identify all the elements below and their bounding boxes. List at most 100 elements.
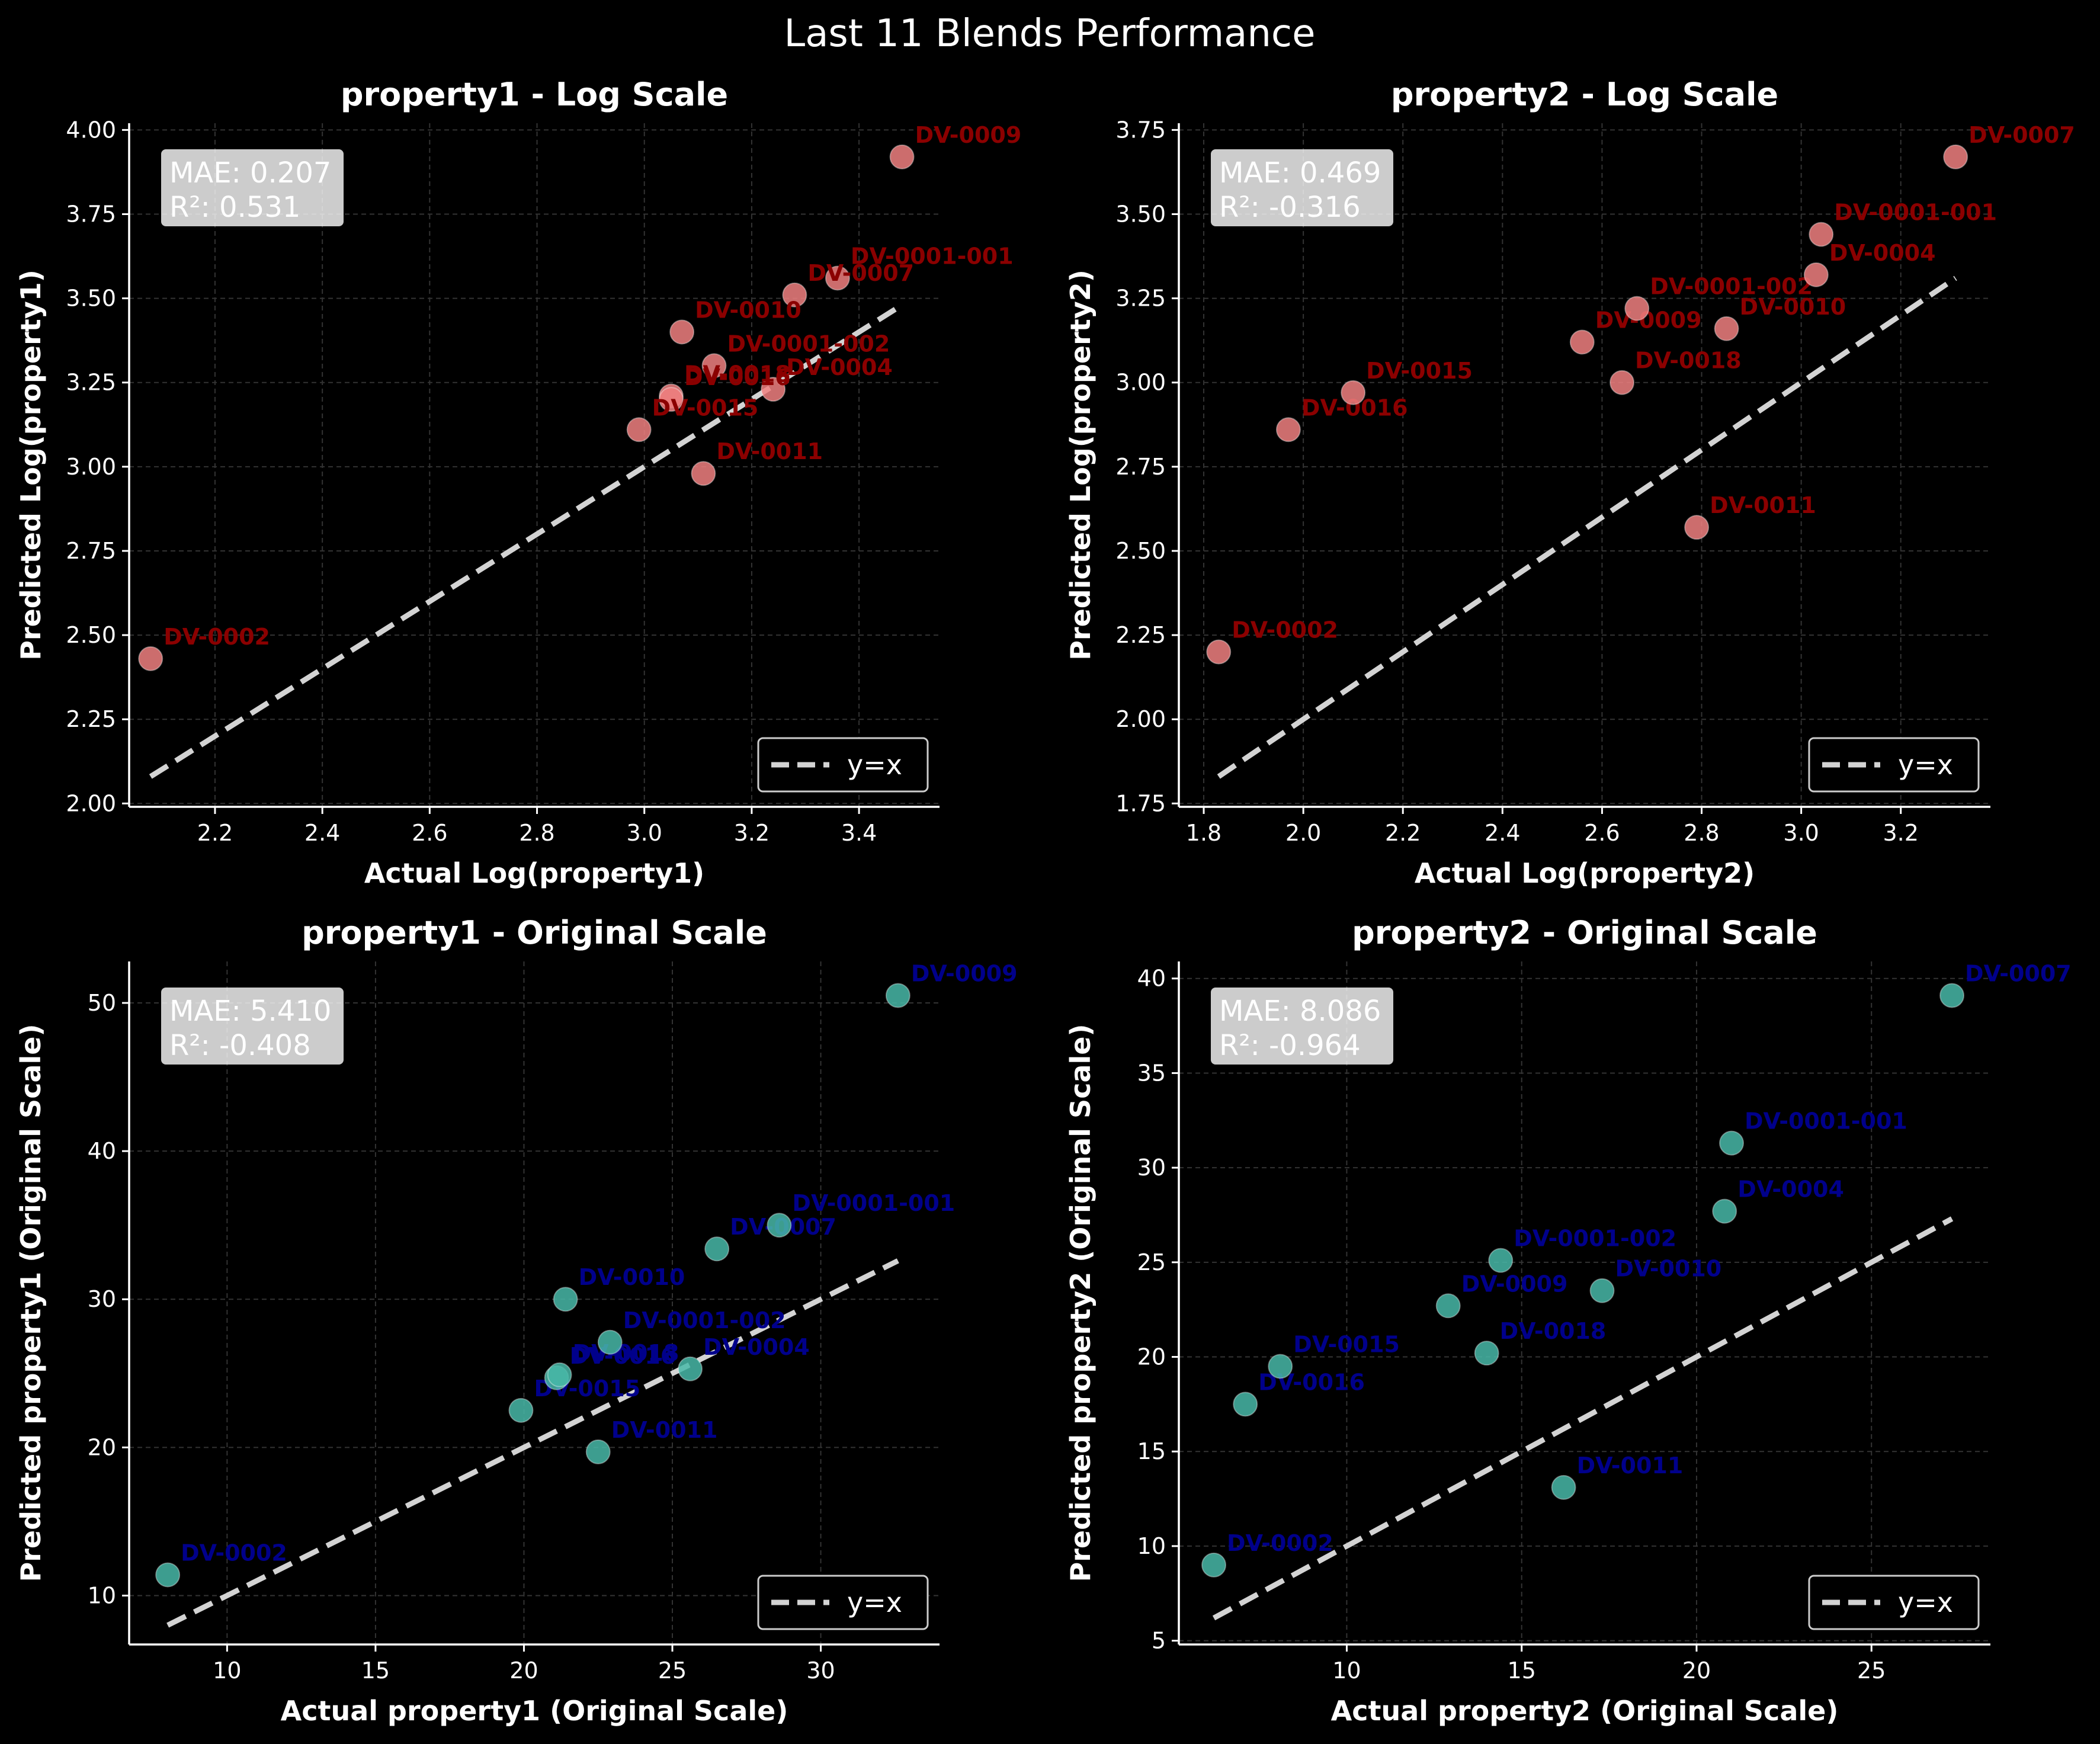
legend-box — [757, 737, 929, 793]
y-tick-label: 30 — [1137, 1155, 1166, 1181]
y-tick-label: 2.50 — [66, 622, 116, 648]
data-point — [767, 1213, 792, 1238]
x-tick-label: 2.0 — [1285, 820, 1321, 846]
x-tick-label: 10 — [1332, 1658, 1361, 1684]
point-label: DV-0010 — [579, 1264, 685, 1290]
data-point — [1712, 1198, 1737, 1224]
x-tick-label: 25 — [658, 1658, 687, 1684]
y-tick-label: 40 — [1137, 966, 1166, 992]
point-label: DV-0007 — [1968, 122, 2075, 148]
x-tick-label: 25 — [1857, 1658, 1886, 1684]
r2-text: R²: 0.531 — [169, 191, 300, 224]
y-tick-label: 2.00 — [66, 790, 116, 816]
point-label: DV-0018 — [1500, 1318, 1607, 1344]
point-label: DV-0001-002 — [623, 1307, 786, 1333]
x-tick-label: 3.0 — [1783, 820, 1819, 846]
data-point — [626, 417, 652, 443]
subplot-3: 10 15 20 25 301020304050DV-0002DV-0015DV-001… — [15, 914, 1018, 1727]
point-label: DV-0001-001 — [792, 1190, 955, 1216]
subplot-4: 10 15 20 25510152025303540DV-0002DV-0016DV-… — [1065, 914, 2072, 1727]
data-point — [761, 377, 786, 402]
point-label: DV-0011 — [1577, 1453, 1684, 1479]
x-axis-label: Actual Log(property2) — [1415, 857, 1755, 889]
subplot-2: 1.8 2.0 2.2 2.4 2.6 2.8 3.0 3.2 1.75 2.00 2.25 2.50… — [1065, 76, 2075, 889]
y-axis-label: Predicted Log(property2) — [1065, 270, 1097, 661]
stats-box-background — [161, 149, 344, 226]
y-tick-label: 3.25 — [1115, 286, 1166, 312]
data-point — [1803, 262, 1829, 287]
x-tick-label: 3.2 — [1883, 820, 1918, 846]
y-tick-label: 2.75 — [66, 538, 116, 564]
legend: y=x — [757, 1575, 929, 1630]
data-point — [701, 353, 727, 379]
x-tick-label: 3.4 — [841, 820, 877, 846]
point-label: DV-0004 — [786, 354, 893, 380]
y-tick-label: 40 — [88, 1138, 116, 1164]
data-point — [1939, 983, 1965, 1008]
y-axis-label: Predicted property2 (Original Scale) — [1065, 1024, 1097, 1582]
subplot-grid: 2.2 2.4 2.6 2.8 3.0 3.2 3.42.002.252.502.753.0… — [15, 76, 2075, 1727]
data-point — [1719, 1130, 1745, 1156]
data-point — [1268, 1354, 1293, 1379]
x-tick-label: 15 — [1508, 1658, 1536, 1684]
legend-box — [1808, 737, 1980, 793]
y-tick-label: 2.00 — [1115, 706, 1166, 732]
y-tick-label: 3.25 — [66, 370, 116, 396]
point-label: DV-0004 — [1737, 1176, 1844, 1203]
legend-label: y=x — [1898, 749, 1953, 781]
y-tick-label: 30 — [88, 1286, 116, 1312]
data-point — [1714, 316, 1739, 341]
data-point — [547, 1362, 572, 1387]
point-label: DV-0002 — [1232, 617, 1338, 643]
x-tick-label: 20 — [1682, 1658, 1711, 1684]
y-tick-label: 10 — [88, 1582, 116, 1608]
subplot-1: 2.2 2.4 2.6 2.8 3.0 3.2 3.4 2.00 2.25 2.50 2.75 3.0… — [15, 76, 1021, 889]
y-tick-label: 25 — [1137, 1249, 1166, 1275]
data-point — [1943, 144, 1968, 169]
mae-text: MAE: 8.086 — [1219, 995, 1381, 1028]
x-tick-label: 3.2 — [734, 820, 770, 846]
identity-line — [1212, 1216, 1954, 1621]
point-label: DV-0018 — [573, 1340, 679, 1366]
point-label: DV-0004 — [703, 1334, 810, 1360]
subplot-title: property1 - Log Scale — [341, 76, 728, 113]
point-label: DV-0016 — [684, 364, 791, 390]
y-tick-label: 50 — [88, 990, 116, 1016]
data-point — [782, 282, 807, 307]
legend-label: y=x — [847, 749, 902, 781]
point-label: DV-0015 — [1293, 1331, 1400, 1357]
data-point — [1233, 1392, 1258, 1417]
x-tick-label: 2.4 — [304, 820, 340, 846]
data-point — [659, 387, 684, 412]
y-tick-label: 4.00 — [66, 117, 116, 143]
subplot-title: property2 - Original Scale — [1352, 914, 1817, 951]
legend-box — [1808, 1575, 1980, 1630]
y-tick-label: 2.75 — [1115, 454, 1166, 480]
data-point — [678, 1356, 703, 1381]
r2-text: R²: -0.408 — [169, 1029, 311, 1062]
y-axis-label: Predicted Log(property1) — [15, 270, 47, 661]
data-point — [885, 983, 910, 1008]
data-point — [704, 1236, 730, 1262]
data-point — [1435, 1293, 1461, 1319]
x-tick-label: 2.8 — [1684, 820, 1719, 846]
x-tick-label: 2.4 — [1485, 820, 1520, 846]
x-tick-label: 20 — [509, 1658, 538, 1684]
x-tick-label: 30 — [806, 1658, 835, 1684]
data-point — [1551, 1474, 1576, 1500]
point-label: DV-0011 — [611, 1417, 718, 1443]
data-point — [1201, 1552, 1227, 1578]
y-tick-label: 1.75 — [1115, 790, 1166, 816]
y-tick-label: 15 — [1137, 1438, 1166, 1464]
y-tick-label: 3.50 — [66, 286, 116, 312]
data-point — [1809, 222, 1834, 247]
identity-line — [166, 1258, 899, 1628]
data-point — [1206, 639, 1232, 665]
point-label: DV-0001-001 — [1745, 1108, 1907, 1134]
x-tick-label: 2.6 — [412, 820, 447, 846]
point-label: DV-0011 — [1710, 492, 1816, 518]
x-tick-label: 2.2 — [1385, 820, 1421, 846]
